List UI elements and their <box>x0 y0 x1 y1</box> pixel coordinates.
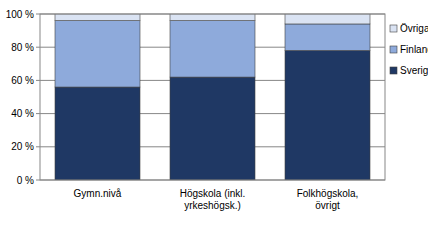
tick <box>36 47 40 48</box>
tick-label: 100 % <box>6 9 34 20</box>
bar-segment <box>170 77 255 180</box>
bars <box>55 14 370 180</box>
category-label-line: övrigt <box>315 200 340 211</box>
tick <box>36 113 40 114</box>
bar-segment <box>285 14 370 24</box>
category-label-line: Folkhögskola, <box>297 188 359 199</box>
tick-label: 60 % <box>11 75 34 86</box>
chart: 0 % 20 % 40 % 60 % 80 % 100 % Gymn.nivå Högskol… <box>0 0 428 234</box>
legend-swatch <box>390 25 397 32</box>
tick-label: 20 % <box>11 141 34 152</box>
category-label-line: Högskola (inkl. <box>180 188 246 199</box>
bar-segment <box>170 14 255 21</box>
legend-label: Sverige <box>400 65 428 76</box>
tick-label: 0 % <box>17 175 34 186</box>
bar-segment <box>55 21 140 87</box>
tick <box>36 80 40 81</box>
category-label: Gymn.nivå <box>74 188 122 199</box>
plot-frame <box>40 14 385 180</box>
bar-segment <box>170 21 255 77</box>
tick-label: 80 % <box>11 42 34 53</box>
tick <box>36 14 40 15</box>
tick <box>36 180 40 181</box>
category-label: Folkhögskola,övrigt <box>297 188 359 211</box>
bar-segment <box>285 24 370 51</box>
legend-label: Övriga <box>400 23 428 34</box>
category-label-line: Gymn.nivå <box>74 188 122 199</box>
tick-label: 40 % <box>11 108 34 119</box>
category-label-line: yrkeshögsk.) <box>184 200 241 211</box>
bar-segment <box>285 51 370 180</box>
category-label: Högskola (inkl.yrkeshögsk.) <box>180 188 246 211</box>
legend-swatch <box>390 67 397 74</box>
legend-swatch <box>390 46 397 53</box>
legend-label: Finland <box>400 44 428 55</box>
tick <box>36 146 40 147</box>
bar-segment <box>55 14 140 21</box>
bar-segment <box>55 87 140 180</box>
